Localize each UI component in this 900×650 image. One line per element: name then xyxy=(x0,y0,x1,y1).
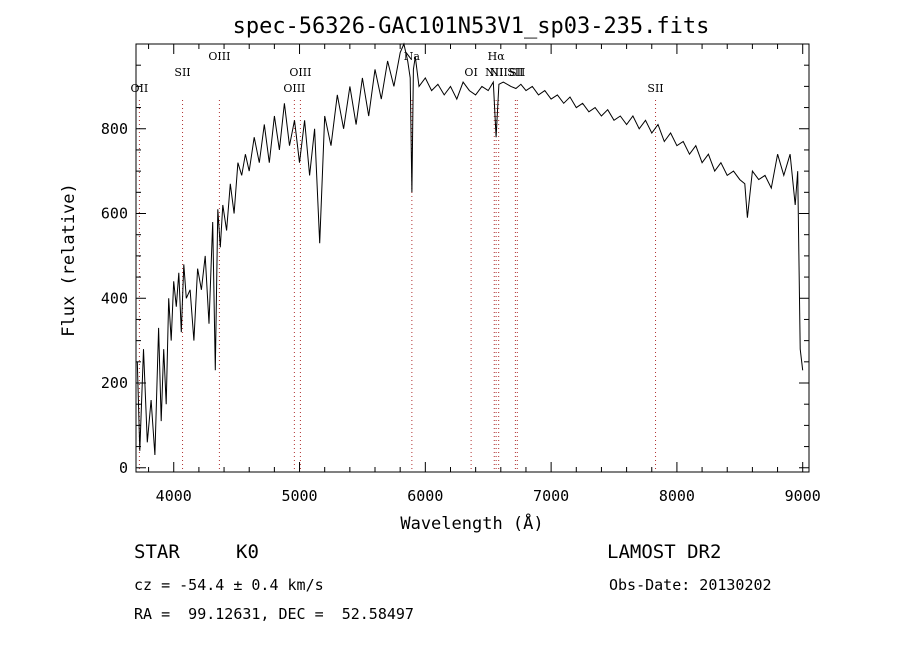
redshift-velocity: cz = -54.4 ± 0.4 km/s xyxy=(134,576,324,594)
ra-dec-coordinates: RA = 99.12631, DEC = 52.58497 xyxy=(134,605,414,623)
marker-label: Hα xyxy=(488,50,506,63)
y-tick-label: 0 xyxy=(119,459,128,477)
x-tick-label: 4000 xyxy=(156,487,192,505)
axis-ticks: 4000 5000 6000 7000 8000 9000 0 200 400 600 800 xyxy=(101,44,821,505)
y-tick-label: 600 xyxy=(101,205,128,223)
marker-label: OI xyxy=(464,66,477,79)
marker-label: NII xyxy=(490,66,508,79)
y-axis-label: Flux (relative) xyxy=(59,183,79,337)
spectrum-line xyxy=(136,42,804,456)
marker-label: OIII xyxy=(289,66,311,79)
survey-name: LAMOST DR2 xyxy=(607,541,722,563)
y-tick-label: 800 xyxy=(101,120,128,138)
marker-label: OIII xyxy=(208,50,230,63)
marker-label: SII xyxy=(647,82,663,95)
x-tick-label: 8000 xyxy=(659,487,695,505)
object-type: STAR xyxy=(134,541,180,563)
x-tick-label: 9000 xyxy=(785,487,821,505)
marker-label: SII xyxy=(507,66,523,79)
spectrum-series xyxy=(136,42,804,456)
y-tick-label: 400 xyxy=(101,289,128,307)
marker-label: NII xyxy=(485,66,503,79)
marker-label: SII xyxy=(509,66,525,79)
plot-frame xyxy=(135,43,810,473)
marker-label: OII xyxy=(131,82,149,95)
y-tick-label: 200 xyxy=(101,374,128,392)
chart-title: spec-56326-GAC101N53V1_sp03-235.fits xyxy=(233,14,710,39)
x-tick-label: 5000 xyxy=(281,487,317,505)
spectral-class: K0 xyxy=(236,541,259,563)
marker-label: SII xyxy=(174,66,190,79)
x-axis-label: Wavelength (Å) xyxy=(400,512,543,534)
x-tick-label: 7000 xyxy=(533,487,569,505)
x-tick-label: 6000 xyxy=(407,487,443,505)
observation-date: Obs-Date: 20130202 xyxy=(609,576,772,594)
marker-label: OIII xyxy=(283,82,305,95)
